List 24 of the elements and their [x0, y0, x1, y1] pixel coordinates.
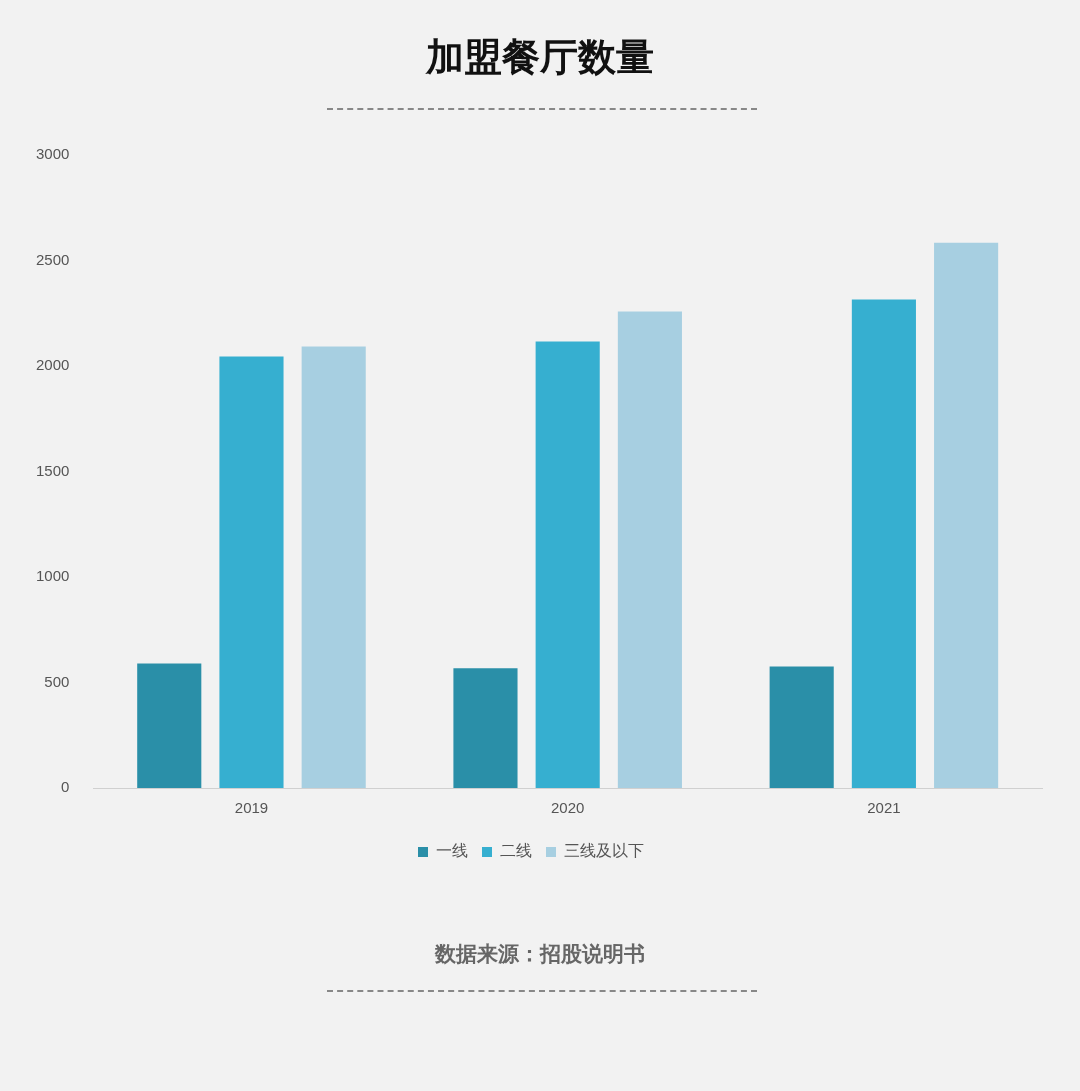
legend-label: 二线: [500, 842, 532, 860]
bar: [301, 346, 366, 788]
bar: [535, 341, 600, 788]
y-tick-label: 3000: [35, 145, 70, 163]
x-tick-label: 2019: [234, 799, 269, 817]
bar: [851, 299, 916, 788]
legend-label: 三线及以下: [564, 842, 644, 860]
bar: [453, 668, 518, 788]
bar: [137, 663, 202, 788]
legend-label: 一线: [436, 842, 468, 860]
bar: [769, 666, 834, 788]
bar: [219, 356, 284, 788]
bar: [934, 242, 999, 788]
x-tick-label: 2020: [551, 799, 585, 817]
x-tick-label: 2021: [867, 799, 901, 817]
source-note: 数据来源：招股说明书: [433, 941, 646, 968]
y-tick-label: 2000: [35, 356, 70, 374]
y-tick-label: 1500: [35, 461, 70, 479]
bar: [617, 311, 682, 788]
y-tick-label: 0: [61, 778, 70, 796]
y-tick-label: 500: [44, 672, 70, 690]
y-tick-label: 2500: [35, 250, 70, 268]
y-tick-label: 1000: [35, 567, 70, 585]
chart-title: 加盟餐厅数量: [424, 34, 655, 81]
